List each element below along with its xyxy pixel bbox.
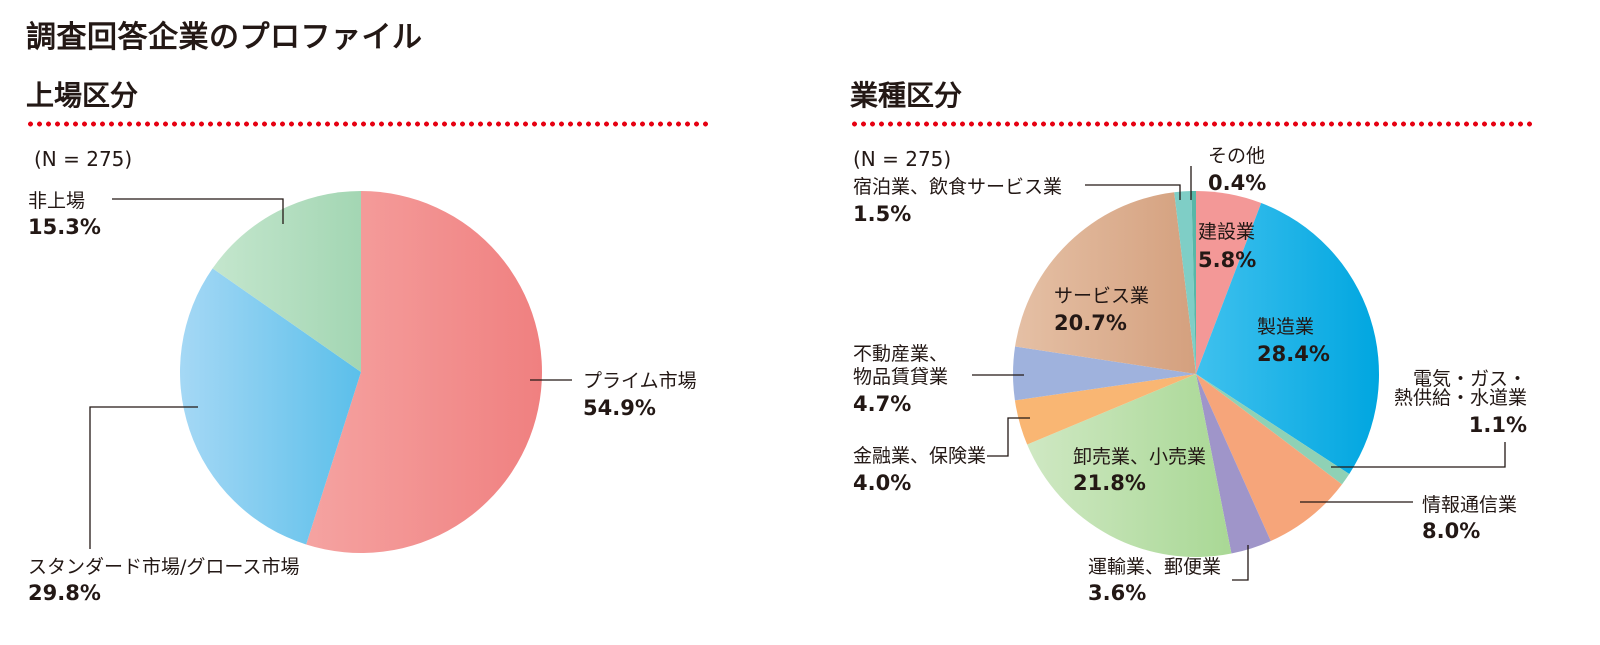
industry-pie-slice-10 (1191, 191, 1196, 374)
industry-label-name-7b: 物品賃貸業 (853, 366, 948, 388)
industry-label-name-5: 卸売業、小売業 (1073, 446, 1206, 468)
listing-leader-2 (112, 198, 284, 224)
industry-leader-4 (1232, 545, 1249, 581)
industry-label-name-7a: 不動産業、 (853, 343, 948, 365)
listing-leader-1 (89, 406, 198, 549)
industry-section-title: 業種区分 (850, 79, 963, 112)
industry-label-value-3: 8.0% (1422, 519, 1480, 543)
industry-pie-slice-1 (1196, 203, 1379, 474)
industry-label-value-0: 5.8% (1198, 248, 1256, 272)
listing-section-title: 上場区分 (26, 79, 139, 112)
industry-label-value-10: 0.4% (1208, 171, 1266, 195)
industry-label-value-2: 1.1% (1469, 413, 1527, 437)
industry-label-value-5: 21.8% (1073, 471, 1146, 495)
industry-pie-slice-9 (1174, 191, 1196, 374)
industry-label-value-6: 4.0% (853, 471, 911, 495)
industry-leader-2 (1331, 442, 1506, 468)
industry-leader-6 (987, 417, 1030, 457)
industry-pie-slice-7 (1013, 346, 1196, 401)
industry-label-value-8: 20.7% (1054, 311, 1127, 335)
listing-label-value-2: 15.3% (28, 215, 101, 239)
industry-label-value-1: 28.4% (1257, 342, 1330, 366)
industry-label-name-0: 建設業 (1198, 221, 1255, 243)
listing-label-value-0: 54.9% (583, 396, 656, 420)
industry-label-name-9: 宿泊業、飲食サービス業 (853, 176, 1062, 198)
industry-pie-slice-5 (1027, 374, 1232, 558)
listing-label-name-2: 非上場 (28, 190, 85, 212)
industry-label-name-8: サービス業 (1054, 285, 1149, 307)
listing-label-name-1: スタンダード市場/グロース市場 (28, 556, 299, 578)
industry-leader-9 (1085, 184, 1181, 200)
industry-label-value-9: 1.5% (853, 202, 911, 226)
pie-labels: プライム市場 54.9% スタンダード市場/グロース市場 29.8% 非上場 15.3% 建… (28, 145, 1527, 605)
listing-pie-slice-0 (306, 191, 542, 553)
industry-label-name-2a: 電気・ガス・ (1413, 368, 1527, 390)
industry-pie-slice-8 (1015, 192, 1196, 374)
industry-label-name-1: 製造業 (1257, 316, 1314, 338)
industry-label-name-4: 運輸業、郵便業 (1088, 556, 1221, 578)
industry-pie-slice-0 (1196, 191, 1262, 374)
industry-label-name-10: その他 (1208, 145, 1265, 167)
page-title: 調査回答企業のプロファイル (26, 20, 423, 55)
industry-divider (850, 121, 1536, 127)
listing-label-name-0: プライム市場 (583, 370, 697, 392)
industry-pie-slice-4 (1196, 374, 1271, 554)
listing-n-label: (N = 275) (34, 147, 133, 171)
industry-label-value-7: 4.7% (853, 392, 911, 416)
industry-pie-slice-3 (1196, 374, 1342, 542)
industry-n-label: (N = 275) (853, 147, 952, 171)
industry-label-name-2b: 熱供給・水道業 (1394, 387, 1527, 409)
listing-divider (26, 121, 712, 127)
listing-pie-slice-2 (212, 191, 361, 372)
industry-label-name-6: 金融業、保険業 (853, 445, 986, 467)
listing-pie-slice-1 (180, 268, 361, 545)
industry-pie-slice-2 (1196, 374, 1350, 485)
industry-label-name-3: 情報通信業 (1422, 494, 1517, 516)
listing-label-value-1: 29.8% (28, 581, 101, 605)
industry-label-value-4: 3.6% (1088, 581, 1146, 605)
industry-pie (1013, 191, 1379, 558)
listing-pie (180, 191, 542, 553)
industry-pie-slice-6 (1014, 374, 1196, 445)
